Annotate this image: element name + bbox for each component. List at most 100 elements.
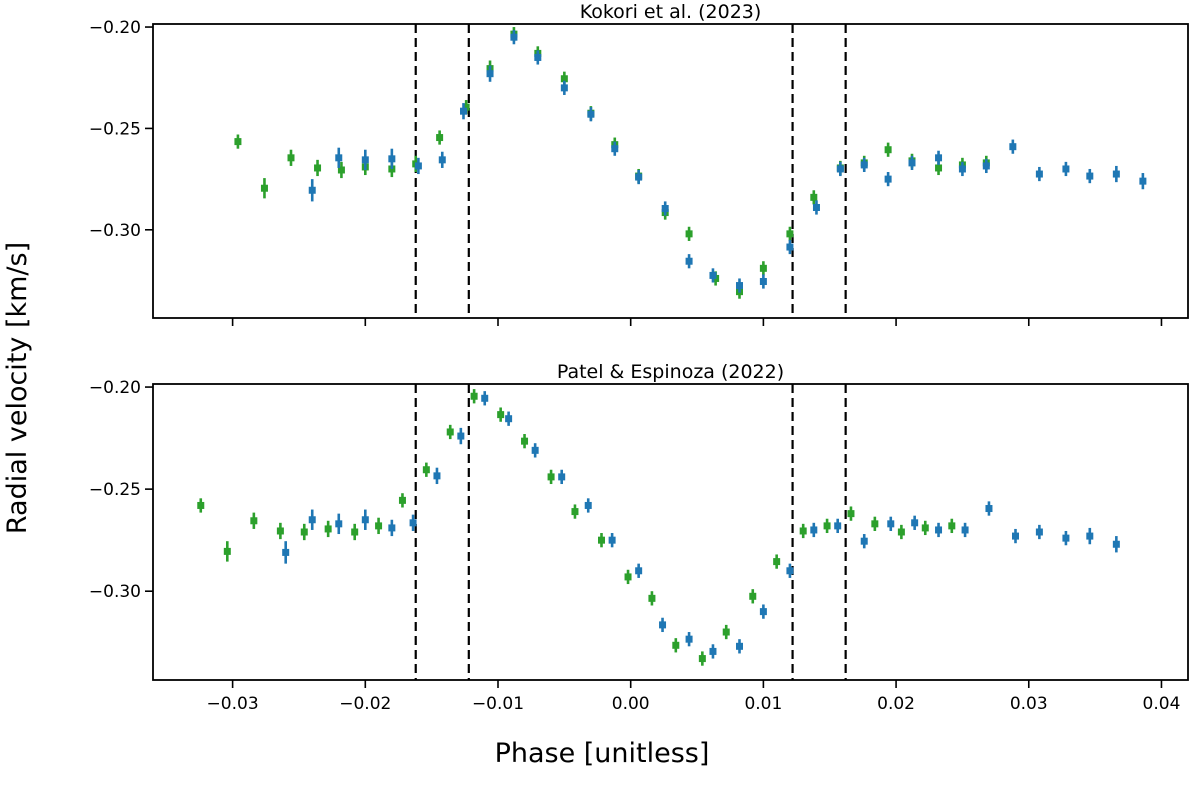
data-point <box>462 103 470 111</box>
data-point <box>422 466 430 474</box>
x-tick-label: 0.02 <box>877 694 915 714</box>
data-point <box>860 537 868 545</box>
data-point <box>823 522 831 530</box>
data-point <box>834 522 842 530</box>
y-axis-label: Radial velocity [km/s] <box>2 242 33 534</box>
data-point <box>611 145 619 153</box>
y-tick-label: −0.30 <box>89 582 141 602</box>
data-point <box>337 166 345 174</box>
data-point <box>282 548 290 556</box>
data-point <box>935 526 943 534</box>
data-point <box>698 655 706 663</box>
data-point <box>810 193 818 201</box>
data-point <box>860 161 868 169</box>
data-point <box>722 628 730 636</box>
data-point <box>1035 528 1043 536</box>
data-point <box>786 567 794 575</box>
data-point <box>1035 170 1043 178</box>
data-point <box>786 230 794 238</box>
data-point <box>1086 172 1094 180</box>
data-point <box>736 642 743 650</box>
data-point <box>1062 534 1070 542</box>
x-tick-label: 0.03 <box>1010 694 1048 714</box>
data-point <box>351 528 359 536</box>
data-point <box>1139 177 1147 185</box>
data-point <box>836 165 844 173</box>
y-tick-label: −0.20 <box>89 378 141 398</box>
data-point <box>300 528 308 536</box>
data-point <box>521 437 529 445</box>
data-point <box>276 527 284 535</box>
data-point <box>510 33 518 41</box>
data-point <box>709 647 717 655</box>
data-point <box>1062 165 1070 173</box>
data-point <box>635 567 643 575</box>
data-point <box>1009 143 1017 151</box>
data-point <box>558 473 566 481</box>
data-point <box>375 522 383 530</box>
data-point <box>457 432 465 440</box>
data-point <box>446 428 454 436</box>
data-point <box>534 53 542 61</box>
data-point <box>470 392 478 400</box>
data-point <box>335 154 343 162</box>
series-green <box>197 389 956 666</box>
data-point <box>982 162 990 170</box>
data-point <box>884 146 892 154</box>
data-point <box>547 473 555 481</box>
data-point <box>497 411 505 419</box>
data-point <box>335 520 343 528</box>
data-point <box>786 243 794 251</box>
data-point <box>438 156 446 164</box>
panel-kokori: Kokori et al. (2023) −0.20 −0.25 −0.30 <box>89 1 1189 326</box>
data-point <box>648 594 656 602</box>
data-point <box>961 526 969 534</box>
data-point <box>871 520 879 528</box>
y-tick-label: −0.25 <box>89 480 141 500</box>
data-point <box>1112 170 1120 178</box>
data-point <box>773 558 781 566</box>
panel-title: Patel & Espinoza (2022) <box>557 361 784 383</box>
data-point <box>661 205 669 213</box>
data-point <box>948 522 956 530</box>
y-tick-label: −0.25 <box>89 119 141 139</box>
x-tick-label: 0.00 <box>612 694 650 714</box>
data-point <box>624 573 632 581</box>
data-point <box>531 446 539 454</box>
data-point <box>759 278 767 286</box>
x-tick-label: 0.01 <box>744 694 782 714</box>
series-green <box>234 27 990 299</box>
data-point <box>709 271 717 279</box>
panel-title: Kokori et al. (2023) <box>580 1 762 23</box>
data-point <box>436 134 444 142</box>
data-point <box>921 524 929 532</box>
data-point <box>486 70 494 78</box>
data-point <box>308 516 316 524</box>
y-tick-label: −0.30 <box>89 221 141 241</box>
x-tick-label: −0.03 <box>207 694 259 714</box>
data-point <box>749 592 757 600</box>
data-point <box>887 520 895 528</box>
data-point <box>398 496 406 504</box>
data-point <box>587 110 595 118</box>
data-point <box>736 282 743 290</box>
series-blue <box>308 30 1147 293</box>
data-point <box>759 264 767 272</box>
data-point <box>810 526 818 534</box>
data-point <box>635 173 643 181</box>
data-point <box>935 154 943 162</box>
data-point <box>361 516 369 524</box>
series-blue <box>282 391 1120 659</box>
data-point <box>287 154 295 162</box>
data-point <box>505 415 513 423</box>
x-tick-label: 0.04 <box>1143 694 1181 714</box>
data-point <box>685 257 693 265</box>
data-point <box>324 525 332 533</box>
x-tick-label: −0.02 <box>339 694 391 714</box>
data-point <box>884 175 892 183</box>
data-point <box>560 75 568 83</box>
data-point <box>481 394 489 402</box>
data-point <box>799 527 807 535</box>
data-point <box>584 501 592 509</box>
